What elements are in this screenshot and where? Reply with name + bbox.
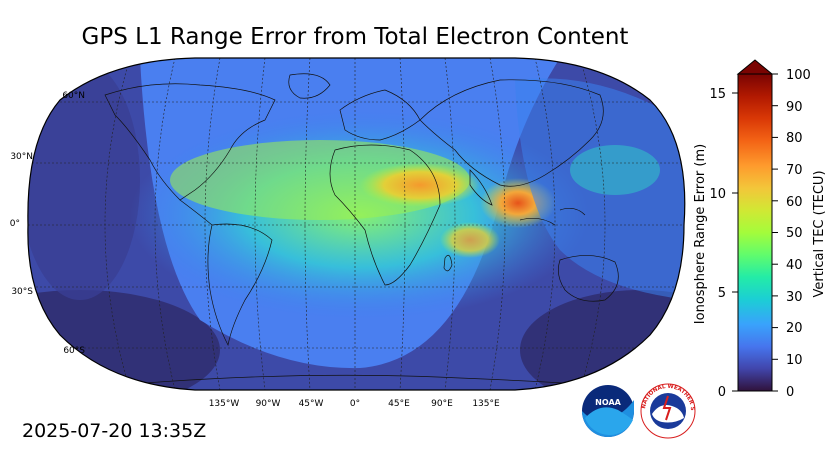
colorbar-scale xyxy=(737,73,773,392)
tec-field xyxy=(27,58,685,390)
right-axis-label: Vertical TEC (TECU) xyxy=(812,170,827,297)
timestamp: 2025-07-20 13:35Z xyxy=(22,420,207,442)
lon-label-90w: 90°W xyxy=(256,399,281,409)
left-axis-label: Ionosphere Range Error (m) xyxy=(693,144,708,324)
lat-label-60n: 60°N xyxy=(62,91,85,101)
lat-label-30s: 30°S xyxy=(11,287,33,297)
lon-label-45e: 45°E xyxy=(388,399,410,409)
right-tick-20: 20 xyxy=(786,321,803,336)
lon-label-45w: 45°W xyxy=(299,399,324,409)
noaa-logo: NOAA xyxy=(582,385,634,437)
lon-label-135e: 135°E xyxy=(472,399,500,409)
noaa-logo-text: NOAA xyxy=(595,398,621,407)
left-tick-10: 10 xyxy=(709,187,726,202)
right-tick-80: 80 xyxy=(786,131,803,146)
colorbar: 0 5 10 15 Ionosphere Range Error (m) 0 1… xyxy=(693,59,827,400)
left-tick-5: 5 xyxy=(718,286,726,301)
right-tick-40: 40 xyxy=(786,258,803,273)
left-tick-15: 15 xyxy=(709,87,726,102)
right-tick-70: 70 xyxy=(786,163,803,178)
left-tick-0: 0 xyxy=(718,385,726,400)
colorbar-extend-arrow xyxy=(736,59,774,75)
lat-label-60s: 60°S xyxy=(63,346,85,356)
graticule xyxy=(27,58,685,390)
coastlines xyxy=(104,73,641,389)
right-tick-10: 10 xyxy=(786,353,803,368)
lon-label-90e: 90°E xyxy=(431,399,453,409)
lat-label-0: 0° xyxy=(10,219,20,229)
lat-label-30n: 30°N xyxy=(10,152,33,162)
right-tick-0: 0 xyxy=(786,385,794,400)
right-tick-50: 50 xyxy=(786,226,803,241)
lon-label-135w: 135°W xyxy=(209,399,240,409)
lon-label-0: 0° xyxy=(350,399,360,409)
right-tick-90: 90 xyxy=(786,100,803,115)
right-tick-60: 60 xyxy=(786,195,803,210)
map-title: GPS L1 Range Error from Total Electron C… xyxy=(81,24,629,50)
right-tick-30: 30 xyxy=(786,290,803,305)
globe-outline xyxy=(27,57,686,391)
right-tick-100: 100 xyxy=(786,68,811,83)
